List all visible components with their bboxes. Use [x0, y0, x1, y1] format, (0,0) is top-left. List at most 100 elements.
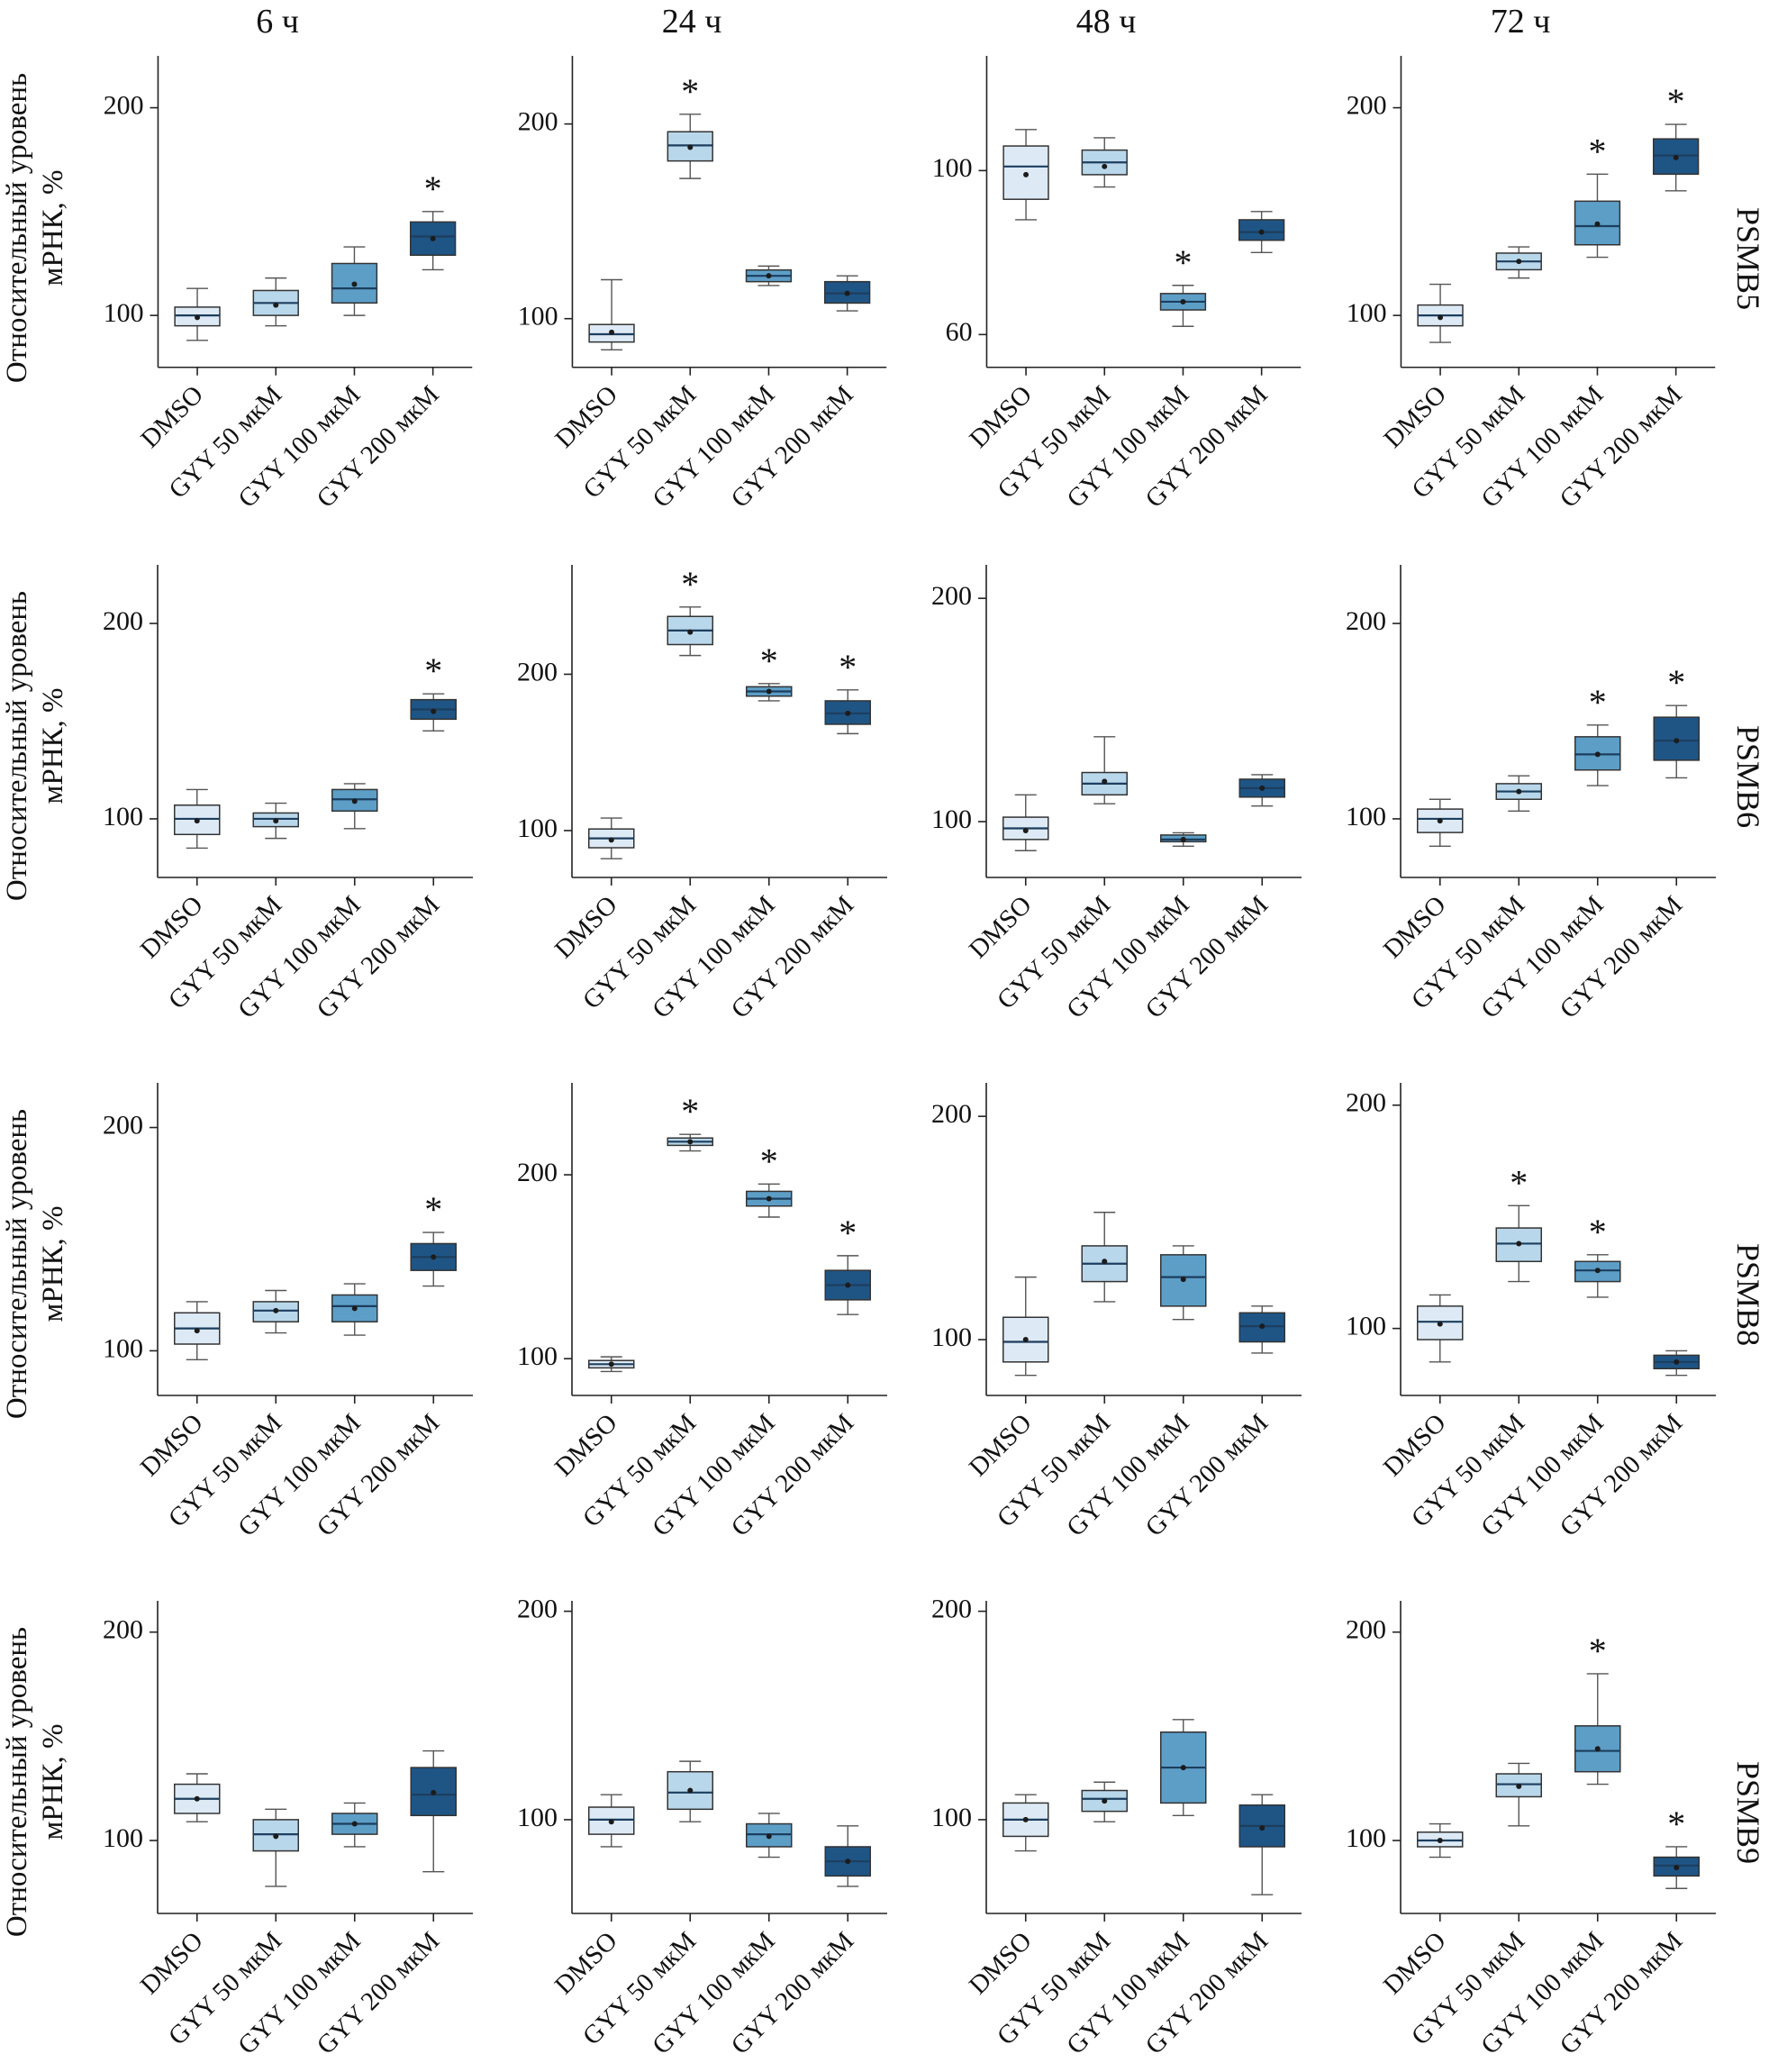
svg-text:100: 100 [103, 1333, 143, 1363]
svg-text:DMSO: DMSO [964, 1408, 1038, 1482]
svg-text:*: * [839, 647, 857, 687]
column-title-6h: 6 ч [256, 3, 299, 41]
svg-text:DMSO: DMSO [964, 380, 1038, 454]
svg-text:DMSO: DMSO [135, 890, 209, 964]
svg-text:200: 200 [1346, 606, 1386, 636]
svg-text:200: 200 [103, 1615, 143, 1645]
svg-text:DMSO: DMSO [549, 1926, 623, 2000]
row-psmb6: Относительный уровень мРНК, % 100 200 DMSO G… [0, 518, 1769, 1036]
svg-text:100: 100 [517, 1803, 558, 1832]
svg-text:200: 200 [518, 106, 558, 136]
svg-text:100: 100 [104, 298, 144, 328]
svg-text:*: * [839, 1213, 857, 1253]
svg-text:*: * [1174, 242, 1192, 283]
column-title-72h: 72 ч [1490, 3, 1551, 41]
row-psmb5: Относительный уровень мРНК, % 6 ч 100 200 D… [0, 0, 1769, 518]
y-axis-label: Относительный уровень мРНК, % [0, 1554, 70, 2072]
svg-text:DMSO: DMSO [964, 890, 1038, 964]
chart-cell: 100 200 DMSO * GYY 50 мкМ * GYY 100 мкМ GYY 200… [1313, 1036, 1728, 1554]
y-axis-label-line2: мРНК, % [37, 1723, 69, 1840]
svg-text:*: * [681, 1091, 699, 1131]
y-axis-label: Относительный уровень мРНК, % [0, 518, 70, 1036]
svg-text:200: 200 [1346, 1615, 1386, 1645]
gene-label-psmb5: PSMB5 [1730, 207, 1766, 311]
gene-label-psmb6: PSMB6 [1730, 725, 1766, 829]
chart-cell: 100 200 DMSO GYY 50 мкМ GYY 100 мкМ GYY 200 м… [899, 1036, 1313, 1554]
svg-text:200: 200 [103, 606, 143, 636]
svg-text:*: * [1589, 1212, 1607, 1252]
svg-text:*: * [1667, 81, 1685, 122]
svg-text:DMSO: DMSO [549, 1408, 623, 1482]
svg-text:*: * [1667, 662, 1685, 703]
chart-cell: 100 200 DMSO GYY 50 мкМ * GYY 100 мкМ * GYY 200… [1313, 518, 1728, 1036]
svg-text:60: 60 [946, 317, 973, 347]
svg-text:200: 200 [517, 657, 558, 686]
y-axis-label-line1: Относительный уровень [0, 1108, 33, 1420]
y-axis-label-line2: мРНК, % [37, 687, 69, 804]
chart-cell: 100 200 DMSO GYY 50 мкМ GYY 100 мкМ * GYY 200 … [70, 518, 485, 1036]
svg-text:*: * [1589, 682, 1607, 722]
svg-text:*: * [1510, 1162, 1528, 1203]
y-axis-label-line2: мРНК, % [37, 169, 69, 286]
chart-cell: 100 200 DMSO GYY 50 мкМ GYY 100 мкМ GYY 200 м… [899, 1554, 1313, 2072]
svg-text:200: 200 [931, 581, 972, 611]
chart-cell: 100 200 DMSO GYY 50 мкМ GYY 100 мкМ GYY 200 м… [899, 518, 1313, 1036]
chart-cell: 72 ч 100 200 DMSO GYY 50 мкМ * GYY 100 мкМ * GY… [1313, 0, 1728, 518]
chart-cell: 48 ч 60 100 DMSO GYY 50 мкМ * GYY 100 мкМ GYY … [899, 0, 1313, 518]
svg-text:*: * [760, 641, 778, 681]
svg-text:100: 100 [517, 1341, 558, 1371]
svg-text:*: * [424, 650, 442, 691]
svg-text:100: 100 [103, 802, 143, 832]
svg-text:200: 200 [1347, 90, 1387, 120]
chart-cell: 100 200 DMSO GYY 50 мкМ * GYY 100 мкМ * GYY 200… [1313, 1554, 1728, 2072]
svg-text:100: 100 [1347, 298, 1387, 328]
chart-cell: 6 ч 100 200 DMSO GYY 50 мкМ GYY 100 мкМ * GYY … [70, 0, 485, 518]
svg-text:100: 100 [931, 804, 972, 834]
svg-text:DMSO: DMSO [1378, 1926, 1452, 2000]
svg-text:DMSO: DMSO [1378, 890, 1452, 964]
column-title-24h: 24 ч [661, 3, 722, 41]
chart-cell: 100 200 DMSO GYY 50 мкМ GYY 100 мкМ * GYY 200 … [70, 1036, 485, 1554]
y-axis-label: Относительный уровень мРНК, % [0, 1036, 70, 1554]
svg-text:200: 200 [104, 90, 144, 120]
svg-text:DMSO: DMSO [549, 890, 623, 964]
svg-text:*: * [760, 1141, 778, 1181]
svg-text:100: 100 [1346, 802, 1386, 832]
svg-text:100: 100 [1346, 1823, 1386, 1853]
chart-cell: 100 200 DMSO * GYY 50 мкМ * GYY 100 мкМ * GYY 20… [485, 518, 899, 1036]
svg-text:*: * [1588, 131, 1606, 171]
svg-text:DMSO: DMSO [964, 1926, 1038, 2000]
svg-text:100: 100 [517, 813, 558, 843]
svg-text:*: * [1589, 1631, 1607, 1671]
y-axis-label: Относительный уровень мРНК, % [0, 0, 70, 518]
svg-text:*: * [424, 168, 442, 209]
svg-text:200: 200 [931, 1099, 972, 1129]
svg-text:100: 100 [518, 301, 558, 331]
svg-text:200: 200 [1346, 1088, 1386, 1118]
svg-text:100: 100 [103, 1823, 143, 1853]
gene-label-psmb8: PSMB8 [1730, 1243, 1766, 1347]
svg-text:*: * [681, 564, 699, 604]
svg-text:DMSO: DMSO [135, 1926, 209, 2000]
svg-text:100: 100 [932, 153, 973, 183]
svg-text:200: 200 [103, 1110, 143, 1140]
column-title-48h: 48 ч [1075, 3, 1137, 41]
svg-text:*: * [1667, 1804, 1685, 1844]
svg-text:100: 100 [1346, 1312, 1386, 1341]
chart-cell: 100 200 DMSO GYY 50 мкМ GYY 100 мкМ GYY 200 м… [485, 1554, 899, 2072]
